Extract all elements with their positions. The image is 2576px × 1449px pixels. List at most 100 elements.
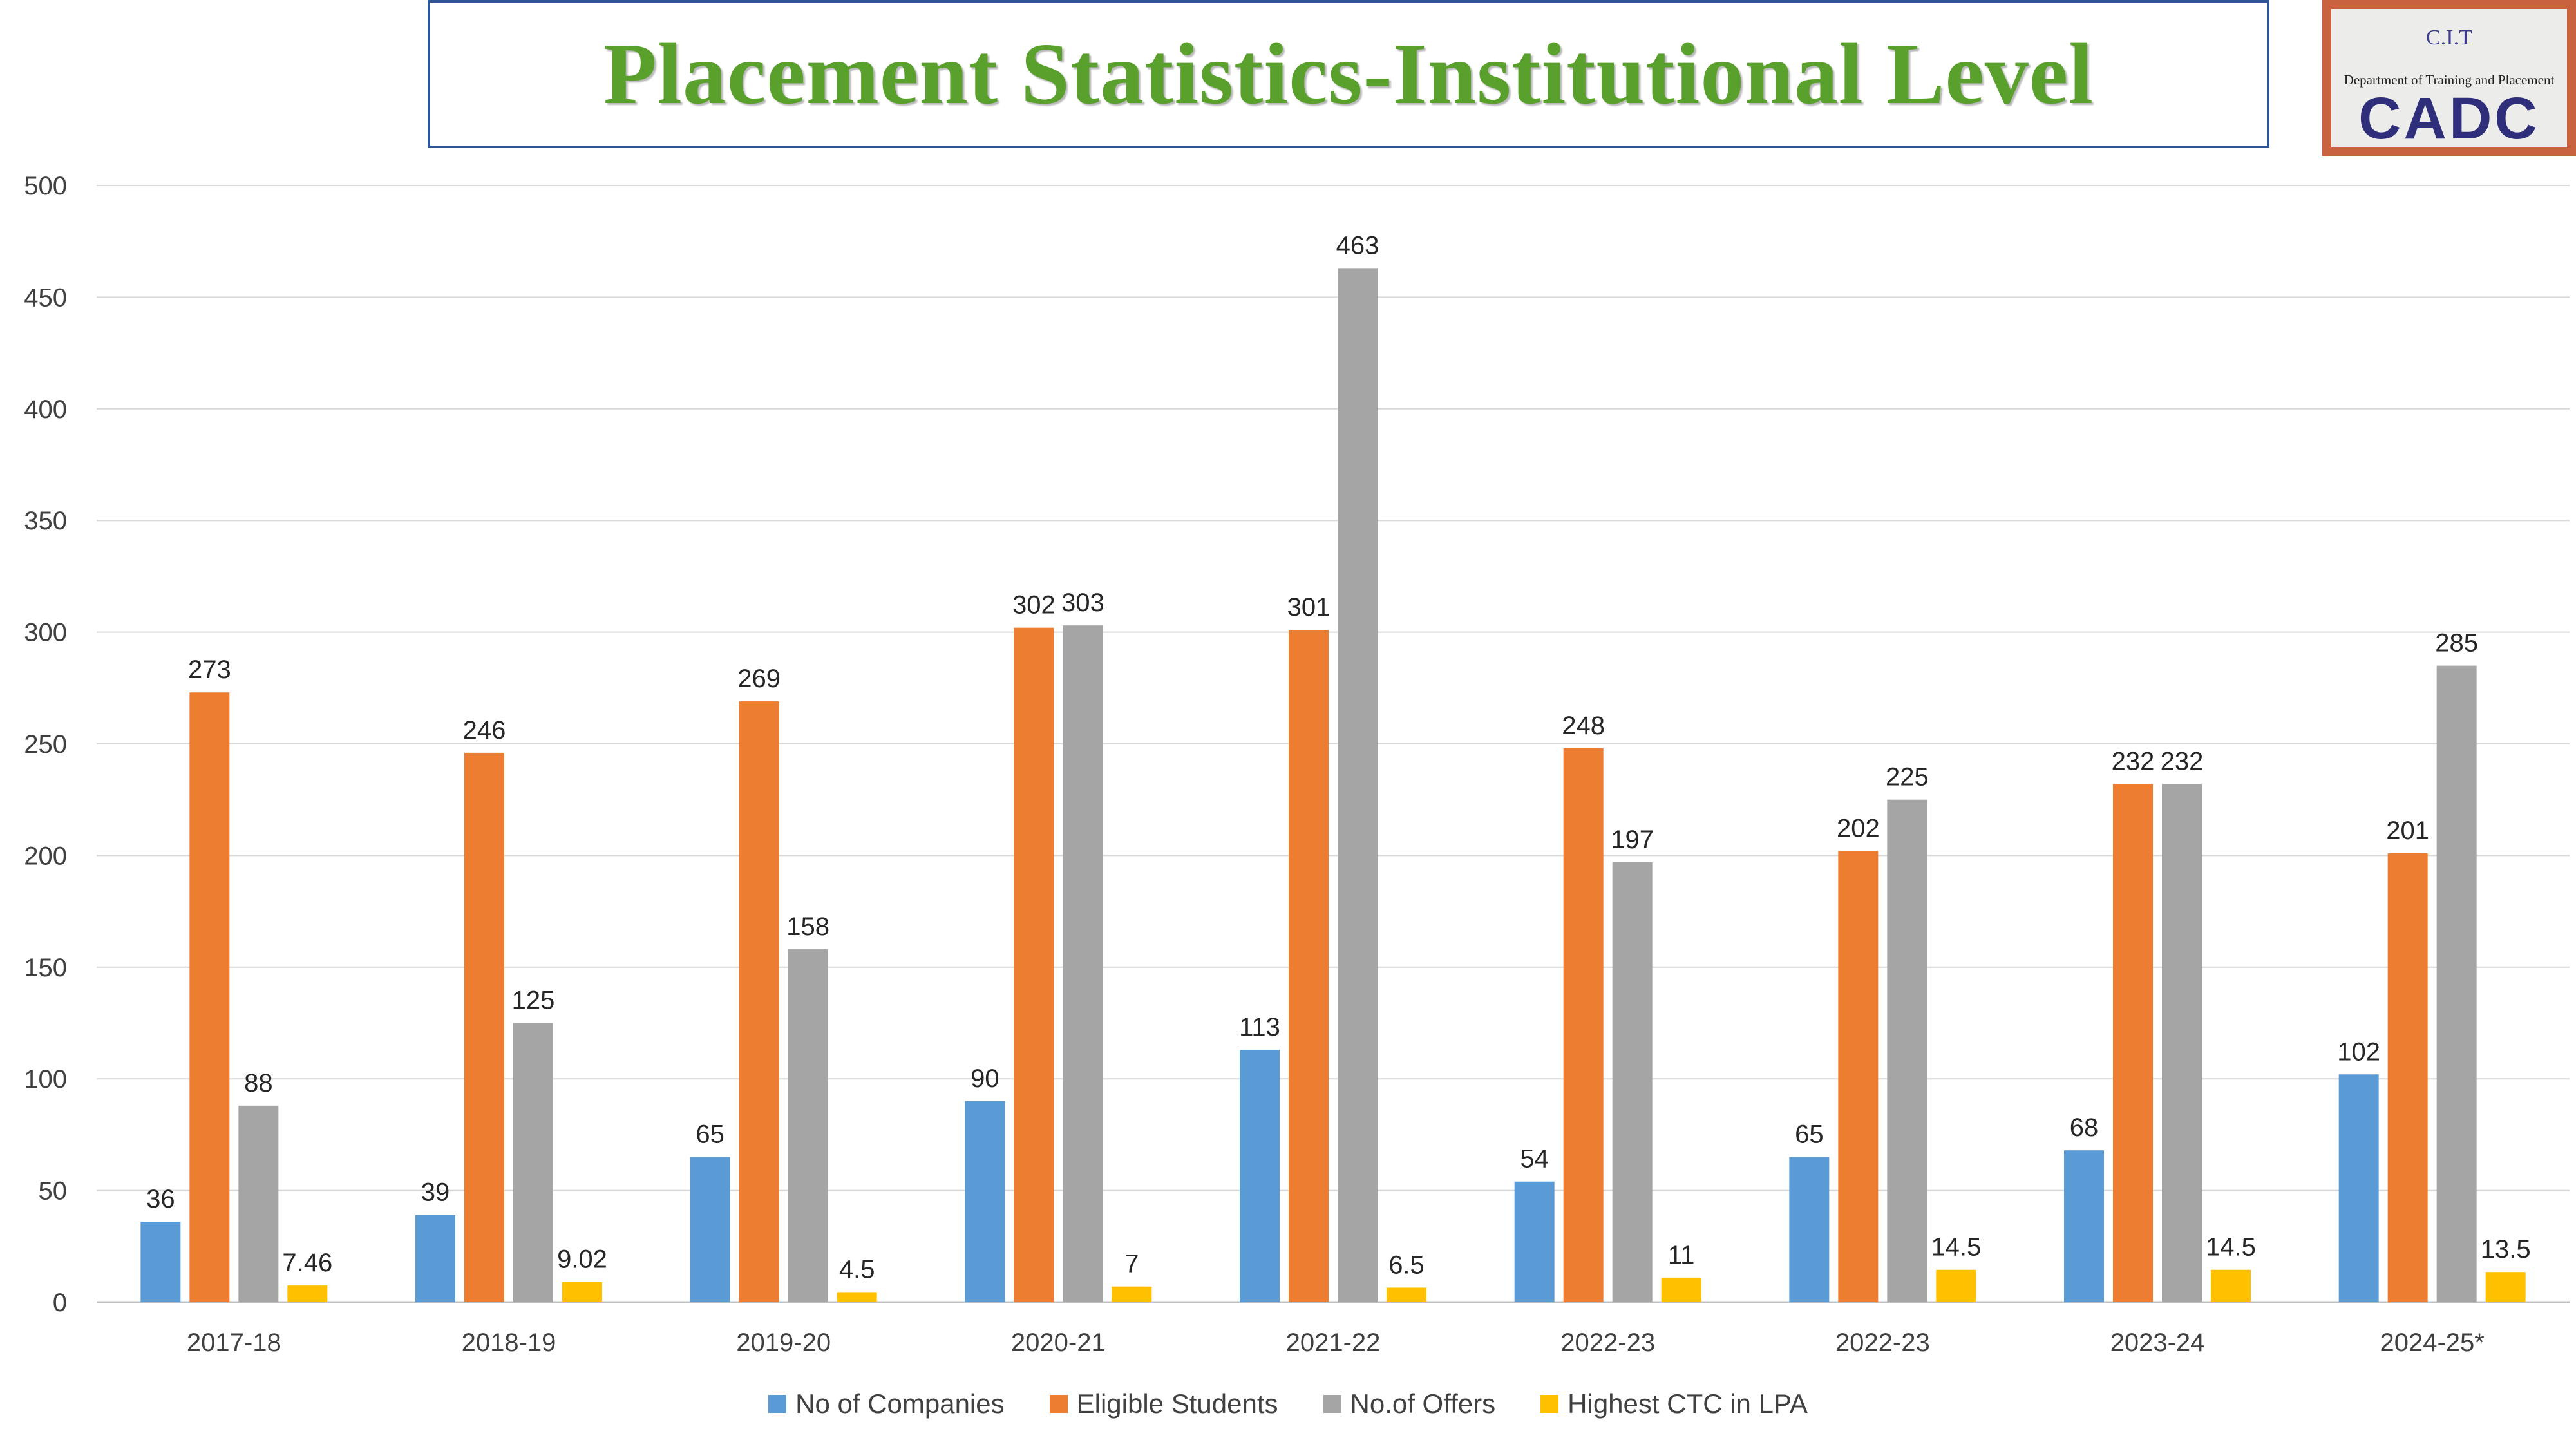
y-axis-ticks: 0 50 100 150 200 250 300 350 400 450 500 [24, 172, 67, 1317]
chart-title: Placement Statistics-Institutional Level [603, 26, 2094, 122]
data-label: 54 [1520, 1145, 1549, 1173]
x-tick-label: 2023-24 [2110, 1329, 2205, 1357]
cadc-logo: C.I.T Department of Training and Placeme… [2322, 0, 2576, 156]
x-tick-label: 2022-23 [1835, 1329, 1930, 1357]
x-tick-label: 2019-20 [736, 1329, 831, 1357]
data-label: 7.46 [282, 1249, 332, 1277]
bar-3-2018-19 [513, 1023, 553, 1302]
data-label: 65 [1795, 1121, 1824, 1149]
data-label: 68 [2070, 1113, 2099, 1142]
data-label: 232 [2112, 747, 2155, 775]
data-label: 39 [421, 1179, 450, 1207]
bar-1-2018-19 [415, 1215, 455, 1302]
data-label: 246 [463, 716, 506, 744]
data-label: 302 [1012, 591, 1056, 620]
legend-label: No.of Offers [1350, 1388, 1496, 1419]
bar-1-2021-22 [1240, 1050, 1280, 1302]
bar-4-2024-25* [2485, 1272, 2526, 1302]
bar-1-2024-25* [2338, 1074, 2379, 1302]
x-tick-label: 2024-25* [2380, 1329, 2484, 1357]
data-label: 14.5 [1931, 1233, 1981, 1262]
bar-4-2018-19 [562, 1282, 602, 1302]
legend-swatch [1323, 1395, 1341, 1413]
data-label: 65 [696, 1121, 724, 1149]
bar-3-2019-20 [788, 949, 828, 1302]
bar-2-2019-20 [739, 701, 779, 1302]
y-tick-label: 450 [24, 283, 67, 312]
data-label: 14.5 [2206, 1233, 2256, 1262]
gridlines [97, 185, 2570, 1303]
bar-1-2020-21 [965, 1101, 1005, 1302]
y-tick-label: 400 [24, 395, 67, 424]
y-tick-label: 150 [24, 954, 67, 982]
bar-1-2017-18 [140, 1222, 181, 1302]
legend-item: Highest CTC in LPA [1540, 1388, 1808, 1419]
data-label: 197 [1611, 826, 1654, 854]
bar-1-2022-23 [1514, 1181, 1555, 1302]
data-label: 201 [2386, 817, 2429, 845]
legend-item: No of Companies [768, 1388, 1005, 1419]
title-box: Placement Statistics-Institutional Level [428, 0, 2269, 148]
bar-3-2022-23 [1612, 862, 1653, 1302]
x-axis-ticks: 2017-18 2018-19 2019-20 2020-21 2021-22 2022-… [187, 1329, 2485, 1357]
logo-brand-text: CADC [2358, 86, 2540, 151]
legend-item: No.of Offers [1323, 1388, 1496, 1419]
y-tick-label: 300 [24, 619, 67, 647]
bar-2-2020-21 [1014, 627, 1054, 1302]
data-label: 125 [512, 987, 555, 1015]
legend-swatch [1540, 1395, 1559, 1413]
data-label: 113 [1239, 1013, 1280, 1041]
y-tick-label: 350 [24, 507, 67, 535]
legend-label: Eligible Students [1076, 1388, 1278, 1419]
legend-label: Highest CTC in LPA [1567, 1388, 1808, 1419]
legend-swatch [768, 1395, 787, 1413]
x-tick-label: 2017-18 [187, 1329, 281, 1357]
data-label: 13.5 [2481, 1235, 2531, 1264]
logo-department-text: Department of Training and Placement [2344, 72, 2555, 88]
y-tick-label: 250 [24, 730, 67, 759]
data-label: 269 [737, 665, 781, 693]
bars [140, 268, 2526, 1302]
data-label: 88 [244, 1069, 273, 1097]
bar-2-2022-23 [1838, 851, 1879, 1302]
bar-2-2021-22 [1289, 630, 1329, 1302]
bar-3-2020-21 [1063, 625, 1103, 1302]
bar-4-2022-23 [1936, 1269, 1976, 1302]
data-label: 11 [1668, 1241, 1695, 1269]
data-label: 158 [786, 913, 829, 941]
bar-3-2017-18 [238, 1105, 279, 1302]
logo-plate: C.I.T Department of Training and Placeme… [2331, 9, 2567, 151]
x-tick-label: 2020-21 [1011, 1329, 1106, 1357]
data-label: 463 [1336, 231, 1379, 260]
data-label: 303 [1061, 589, 1104, 617]
data-label: 232 [2161, 747, 2204, 775]
data-label: 9.02 [557, 1245, 607, 1274]
data-label: 90 [971, 1065, 999, 1093]
bar-2-2018-19 [464, 752, 504, 1302]
data-label: 225 [1886, 763, 1929, 791]
bar-4-2019-20 [837, 1292, 877, 1302]
legend-swatch [1049, 1395, 1068, 1413]
x-tick-label: 2022-23 [1560, 1329, 1655, 1357]
bar-3-2024-25* [2436, 665, 2477, 1302]
bar-2-2023-24 [2113, 784, 2153, 1302]
data-label: 202 [1837, 814, 1880, 842]
bar-4-2022-23 [1661, 1277, 1701, 1302]
data-label: 6.5 [1388, 1251, 1425, 1279]
data-label: 248 [1562, 712, 1605, 740]
x-tick-label: 2018-19 [462, 1329, 556, 1357]
legend: No of Companies Eligible Students No.of Of… [0, 1385, 2576, 1423]
logo-cit-text: C.I.T [2426, 26, 2472, 50]
bar-3-2023-24 [2162, 784, 2202, 1302]
x-tick-label: 2021-22 [1286, 1329, 1381, 1357]
data-label: 4.5 [839, 1255, 875, 1283]
data-label: 36 [146, 1185, 175, 1213]
data-label: 7 [1124, 1250, 1139, 1278]
data-label: 102 [2337, 1037, 2380, 1066]
data-label: 273 [188, 656, 231, 684]
bar-1-2022-23 [1789, 1157, 1830, 1302]
data-label: 301 [1287, 593, 1331, 621]
bar-3-2022-23 [1887, 799, 1927, 1302]
